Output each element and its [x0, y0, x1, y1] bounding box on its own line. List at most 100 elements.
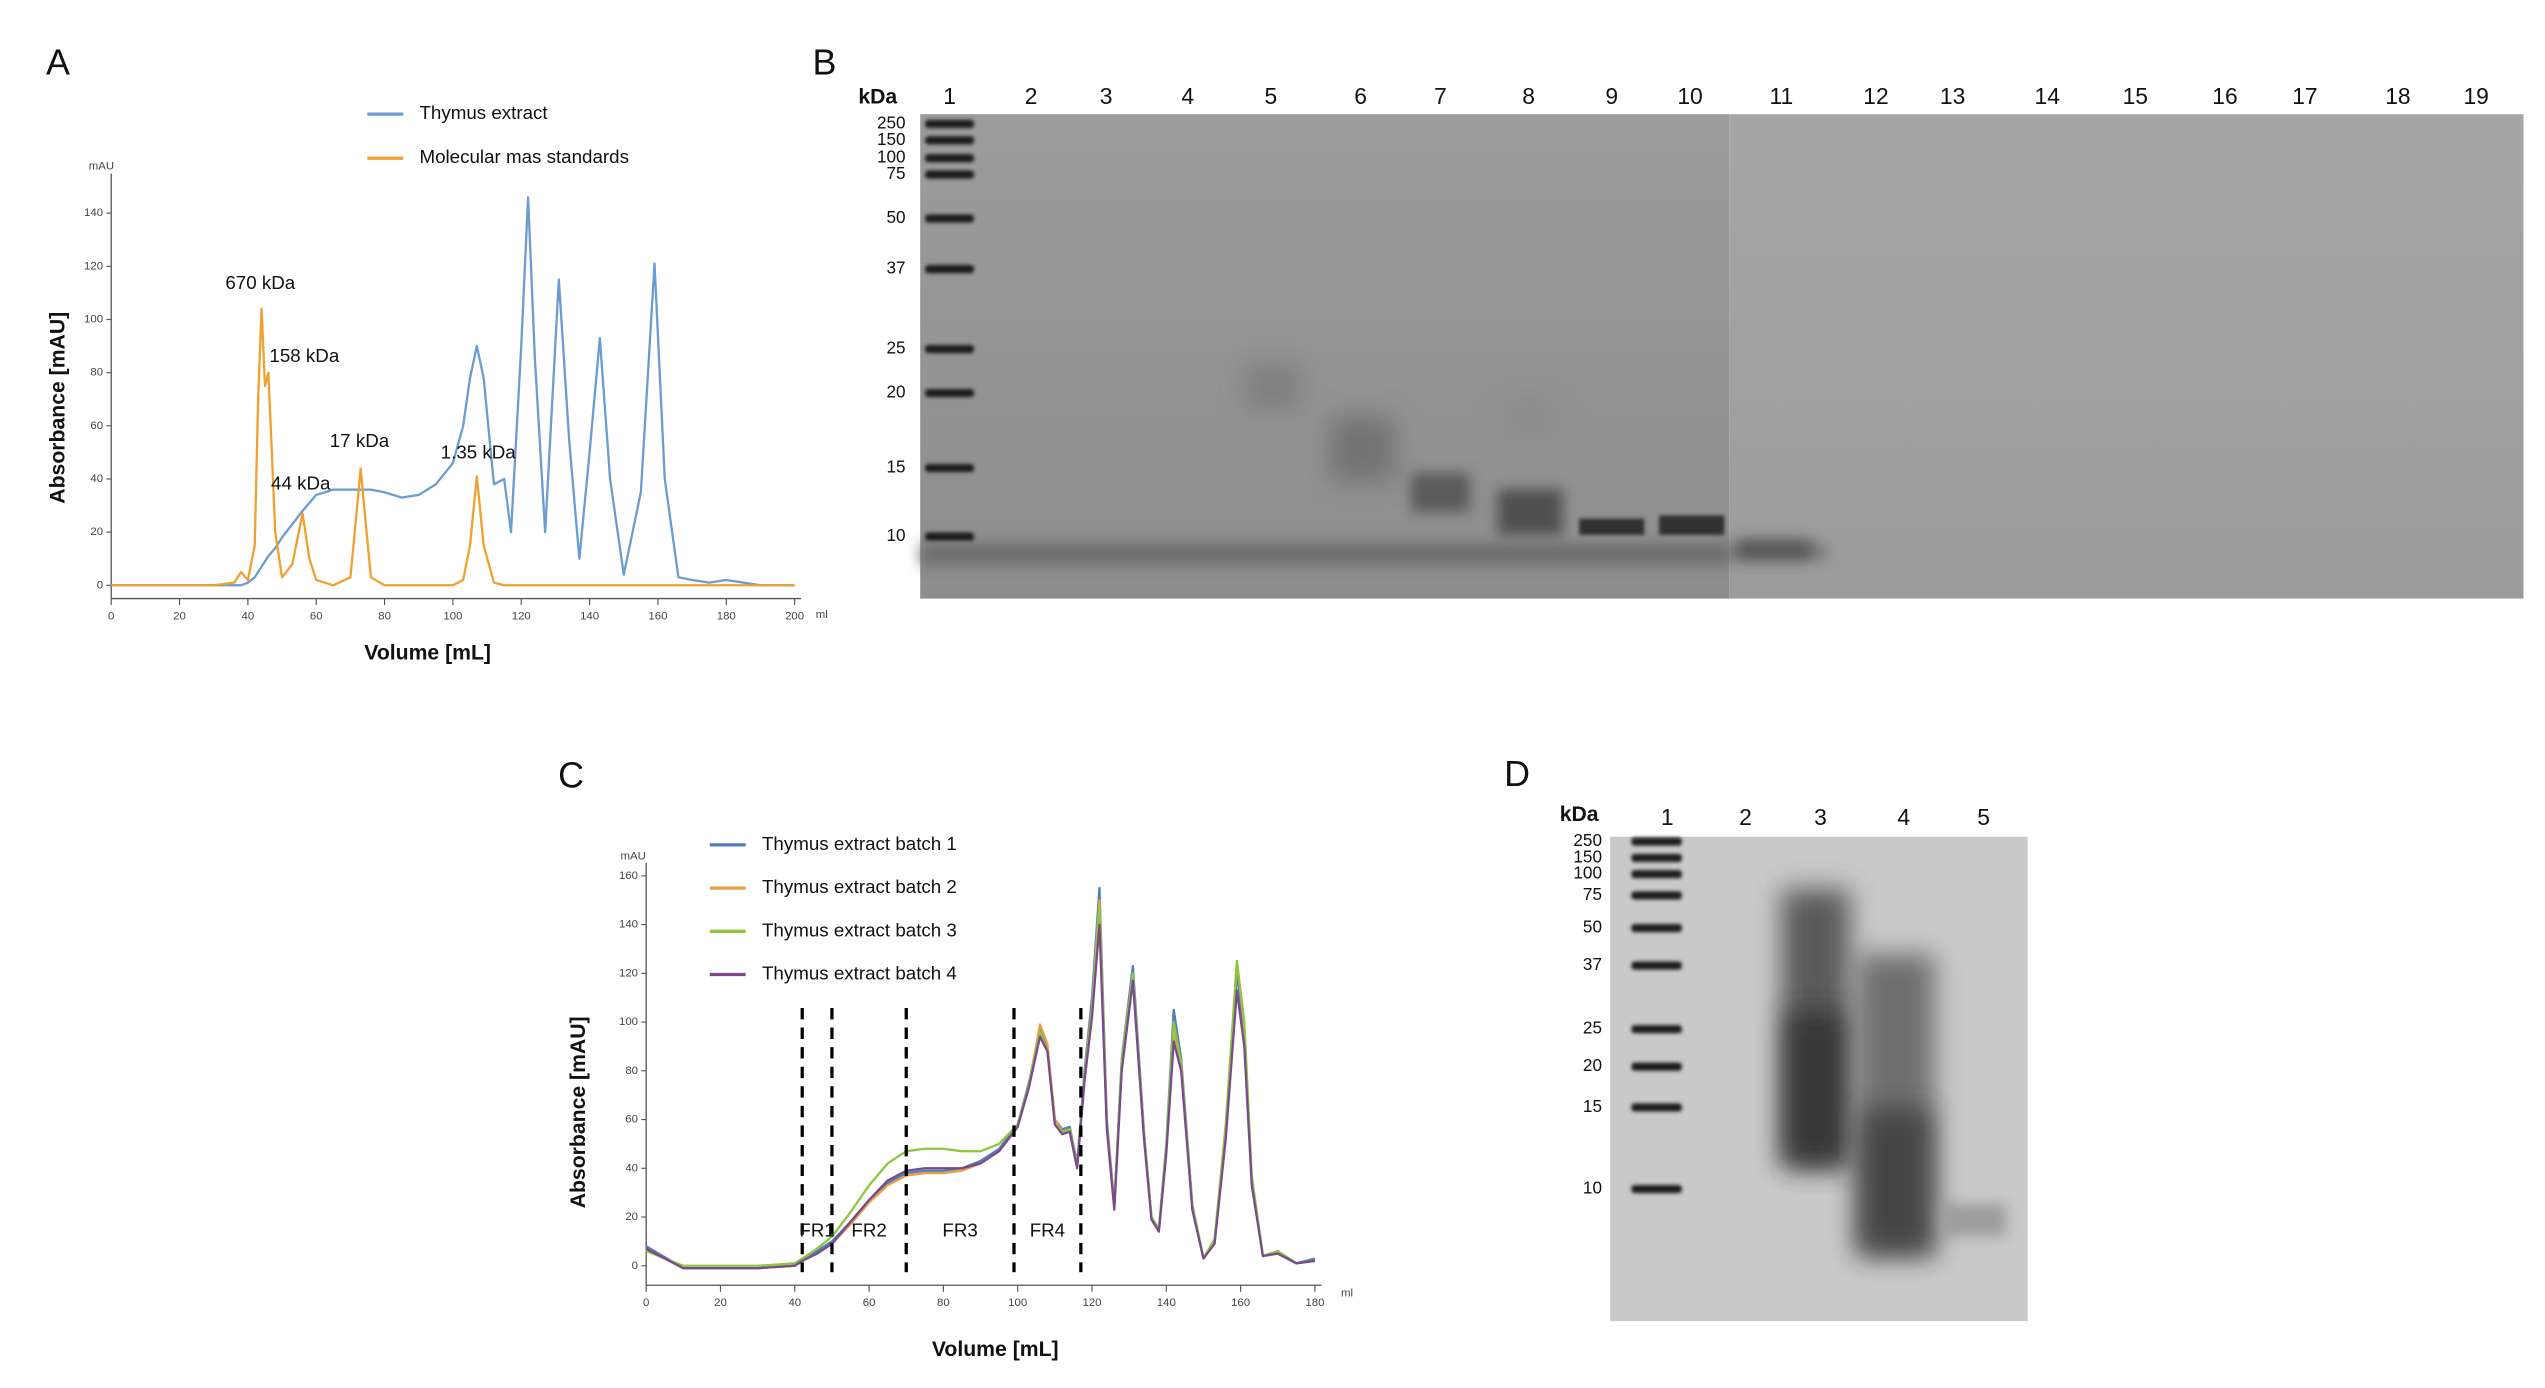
gel-band — [1737, 539, 1811, 560]
gel-band — [1941, 1203, 2007, 1237]
y-tick-label: 120 — [84, 260, 103, 272]
y-axis-title: Absorbance [mAU] — [567, 1016, 590, 1208]
fraction-label: FR2 — [851, 1219, 886, 1240]
y-tick-label: 20 — [625, 1211, 638, 1223]
x-tick-label: 60 — [310, 611, 323, 623]
annotation: 158 kDa — [269, 345, 339, 366]
x-tick-label: 80 — [378, 611, 391, 623]
marker-label: 10 — [1583, 1179, 1602, 1198]
x-tick-label: 120 — [1082, 1297, 1101, 1309]
marker-label: 25 — [886, 339, 905, 358]
ladder-band — [925, 136, 975, 145]
ladder-band — [1631, 837, 1682, 846]
lane-number: 10 — [1677, 83, 1702, 109]
marker-label: 150 — [877, 130, 906, 149]
x-tick-label: 180 — [717, 611, 736, 623]
ladder-band — [925, 214, 975, 223]
lane-number: 1 — [1661, 804, 1674, 830]
y-tick-label: 40 — [625, 1162, 638, 1174]
marker-label: 50 — [1583, 918, 1602, 937]
lane-number: 12 — [1863, 83, 1888, 109]
legend-label: Thymus extract batch 4 — [762, 962, 957, 983]
legend-label: Thymus extract batch 1 — [762, 833, 957, 854]
lane-number: 14 — [2035, 83, 2061, 109]
x-tick-label: 0 — [643, 1297, 649, 1309]
y-tick-label: 140 — [619, 919, 638, 931]
marker-label: 20 — [886, 383, 905, 402]
series-line — [111, 307, 795, 587]
panel-label: D — [1504, 754, 1530, 794]
x-tick-label: 160 — [648, 611, 667, 623]
x-tick-label: 20 — [714, 1297, 727, 1309]
marker-label: 75 — [1583, 885, 1602, 904]
series-line — [645, 923, 1316, 1270]
x-tick-label: 80 — [937, 1297, 950, 1309]
gel-band — [1859, 1109, 1932, 1253]
marker-label: 250 — [877, 113, 906, 132]
legend-label: Thymus extract batch 2 — [762, 876, 957, 897]
ladder-band — [1631, 853, 1682, 862]
annotation: 1.35 kDa — [441, 441, 517, 462]
marker-label: 250 — [1573, 831, 1602, 850]
lane-number: 17 — [2292, 83, 2317, 109]
fraction-label: FR3 — [942, 1219, 977, 1240]
marker-label: 20 — [1583, 1056, 1602, 1075]
lane-number: 16 — [2212, 83, 2237, 109]
marker-label: 150 — [1573, 847, 1602, 866]
lane-number: 13 — [1940, 83, 1965, 109]
lane-number: 4 — [1897, 804, 1910, 830]
ladder-band — [1631, 923, 1682, 933]
lane-number: 15 — [2123, 83, 2148, 109]
lane-number: 3 — [1100, 83, 1113, 109]
y-tick-label: 0 — [632, 1260, 638, 1272]
ladder-band — [925, 464, 975, 473]
panel-label: B — [813, 43, 837, 83]
marker-label: 15 — [1583, 1097, 1602, 1116]
marker-label: 75 — [886, 164, 905, 183]
x-tick-label: 0 — [108, 611, 114, 623]
y-unit: mAU — [620, 850, 645, 862]
fraction-label: FR1 — [799, 1219, 834, 1240]
lane-number: 8 — [1522, 83, 1535, 109]
x-tick-label: 140 — [1157, 1297, 1176, 1309]
y-axis-title: Absorbance [mAU] — [47, 312, 70, 504]
gel-band — [1411, 472, 1470, 513]
ladder-band — [1631, 1103, 1682, 1112]
legend-label: Thymus extract batch 3 — [762, 919, 957, 940]
x-tick-label: 100 — [1008, 1297, 1027, 1309]
lane-number: 1 — [943, 83, 956, 109]
lane-number: 4 — [1181, 83, 1194, 109]
ladder-band — [1631, 891, 1682, 900]
x-unit: ml — [1341, 1287, 1353, 1299]
x-axis-title: Volume [mL] — [932, 1338, 1059, 1361]
lane-number: 19 — [2463, 83, 2488, 109]
lane-number: 9 — [1605, 83, 1618, 109]
marker-label: 100 — [1573, 864, 1602, 883]
gel-band — [1659, 515, 1725, 535]
y-tick-label: 160 — [619, 870, 638, 882]
marker-label: 37 — [1583, 955, 1602, 974]
gel-header: kDa — [1560, 803, 1599, 826]
marker-label: 10 — [886, 526, 905, 545]
y-tick-label: 80 — [90, 367, 103, 379]
gel-band — [1500, 391, 1560, 441]
x-tick-label: 100 — [443, 611, 462, 623]
ladder-band — [925, 154, 975, 163]
y-tick-label: 140 — [84, 207, 103, 219]
lane-number: 2 — [1025, 83, 1038, 109]
y-tick-label: 80 — [625, 1065, 638, 1077]
x-tick-label: 120 — [512, 611, 531, 623]
gel-band — [920, 543, 1730, 566]
gel-header: kDa — [858, 85, 897, 108]
annotation: 44 kDa — [271, 472, 331, 493]
annotation: 17 kDa — [330, 430, 390, 451]
ladder-band — [925, 265, 975, 274]
ladder-band — [1631, 1184, 1682, 1194]
x-axis-title: Volume [mL] — [364, 642, 491, 665]
ladder-band — [1631, 1025, 1682, 1034]
y-tick-label: 100 — [84, 314, 103, 326]
x-tick-label: 200 — [785, 611, 804, 623]
gel-band — [1784, 1011, 1847, 1167]
lane-number: 5 — [1977, 804, 1990, 830]
